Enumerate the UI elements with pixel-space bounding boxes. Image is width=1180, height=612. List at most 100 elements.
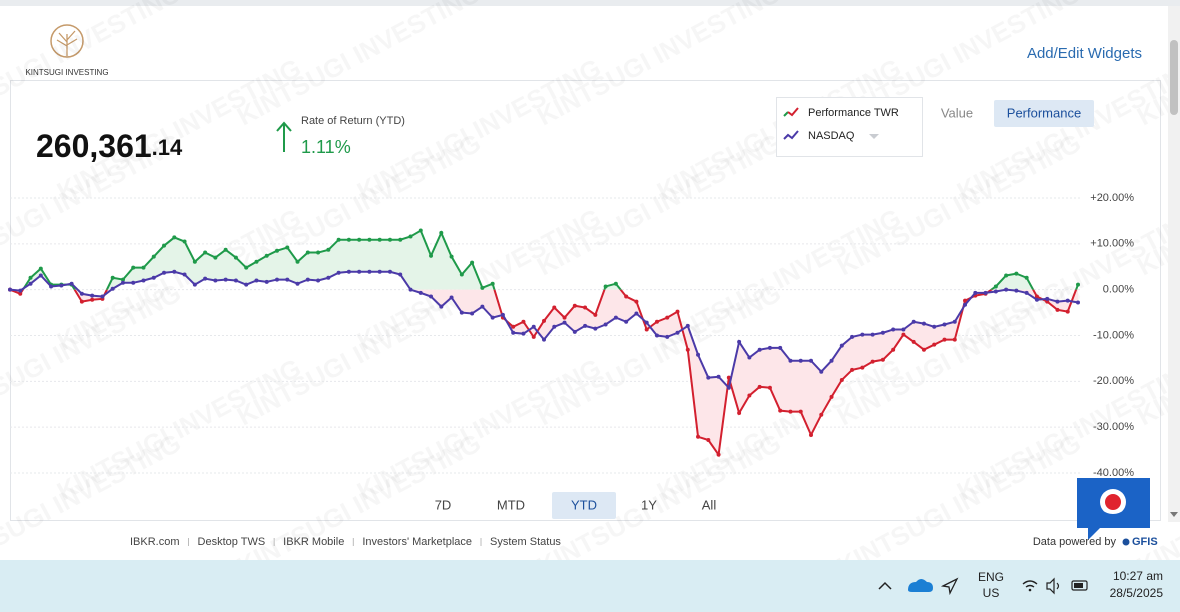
add-edit-widgets[interactable]: Add/Edit Widgets xyxy=(1027,45,1142,62)
data-point xyxy=(470,311,475,316)
data-point xyxy=(593,326,598,331)
clock-time[interactable]: 10:27 am xyxy=(1113,569,1163,583)
data-point xyxy=(79,299,84,304)
data-point xyxy=(151,254,156,259)
data-point xyxy=(809,432,813,437)
legend-dropdown[interactable] xyxy=(869,134,879,139)
footer-link[interactable]: IBKR.com xyxy=(130,536,180,548)
y-tick-label: -20.00% xyxy=(1093,375,1134,387)
period-option[interactable]: 7D xyxy=(435,497,452,512)
value-decimal: .14 xyxy=(152,135,183,160)
data-point xyxy=(305,277,310,282)
period-option[interactable]: MTD xyxy=(497,497,525,512)
data-point xyxy=(120,280,125,285)
data-point xyxy=(891,347,896,352)
toggle-option[interactable]: Value xyxy=(941,105,973,120)
chart: +20.00% +10.00% 0.00% -10.00% -20.00% -30.00%… xyxy=(8,192,1134,479)
data-point xyxy=(624,294,629,299)
period-active-bg xyxy=(552,492,616,519)
battery-icon[interactable] xyxy=(1071,580,1088,591)
data-point xyxy=(326,275,331,280)
chat-widget[interactable] xyxy=(1077,478,1150,540)
data-point xyxy=(798,409,803,414)
location-icon[interactable] xyxy=(940,577,959,596)
footer-link[interactable]: Desktop TWS xyxy=(198,536,266,548)
data-point xyxy=(367,269,372,274)
data-point xyxy=(141,278,146,283)
data-point xyxy=(654,333,659,338)
data-point xyxy=(233,255,238,260)
legend-label: Performance TWR xyxy=(808,107,899,119)
data-point xyxy=(38,266,43,271)
data-point xyxy=(59,283,64,288)
data-point xyxy=(316,250,321,255)
data-point xyxy=(624,319,629,324)
data-point xyxy=(490,281,495,286)
y-tick-label: 0.00% xyxy=(1103,284,1134,296)
data-point xyxy=(901,332,906,337)
data-point xyxy=(254,259,259,264)
legend-swatch xyxy=(783,111,789,117)
data-point xyxy=(716,374,721,379)
footer-link[interactable]: Investors' Marketplace xyxy=(362,536,472,548)
data-point xyxy=(747,355,752,360)
data-point xyxy=(110,286,115,291)
period-option[interactable]: 1Y xyxy=(641,497,657,512)
footer-link[interactable]: System Status xyxy=(490,536,561,548)
data-point xyxy=(408,287,413,292)
data-point xyxy=(192,259,197,264)
data-point xyxy=(757,347,762,352)
data-point xyxy=(100,294,105,299)
data-point xyxy=(316,278,321,283)
data-point xyxy=(203,276,208,281)
data-point xyxy=(942,322,947,327)
data-point xyxy=(737,410,742,415)
data-point xyxy=(993,289,998,294)
data-point xyxy=(603,284,608,289)
toggle-option[interactable]: Performance xyxy=(1007,105,1081,120)
data-point xyxy=(531,324,536,329)
data-point xyxy=(870,332,875,337)
data-point xyxy=(685,347,690,352)
data-point xyxy=(562,315,567,320)
data-point xyxy=(665,315,670,320)
period-option[interactable]: YTD xyxy=(571,497,597,512)
data-point xyxy=(911,339,916,344)
onedrive-icon[interactable] xyxy=(908,579,933,592)
data-point xyxy=(28,281,33,286)
data-point xyxy=(829,394,834,399)
data-point xyxy=(418,290,423,295)
data-point xyxy=(778,408,783,413)
data-point xyxy=(1004,287,1009,292)
wifi-icon[interactable] xyxy=(1022,580,1038,588)
clock-date[interactable]: 28/5/2025 xyxy=(1110,586,1164,600)
footer-link[interactable]: IBKR Mobile xyxy=(283,536,344,548)
data-point xyxy=(706,375,711,380)
volume-icon[interactable] xyxy=(1046,577,1060,595)
logo xyxy=(50,24,84,58)
data-point xyxy=(408,234,413,239)
data-point xyxy=(963,298,968,303)
data-point xyxy=(459,310,464,315)
data-point xyxy=(942,337,947,342)
data-point xyxy=(644,320,649,325)
lang-secondary[interactable]: US xyxy=(983,586,1000,600)
data-point xyxy=(357,237,362,242)
data-point xyxy=(675,330,680,335)
data-point xyxy=(131,265,136,270)
period-option[interactable]: All xyxy=(702,497,717,512)
data-point xyxy=(921,347,926,352)
data-point xyxy=(511,330,516,335)
data-point xyxy=(860,332,865,337)
lang-primary[interactable]: ENG xyxy=(978,570,1004,584)
scrollbar-thumb[interactable] xyxy=(1170,40,1178,115)
data-point xyxy=(120,277,125,282)
data-point xyxy=(470,260,475,265)
y-tick-label: -40.00% xyxy=(1093,467,1134,479)
data-point xyxy=(1034,294,1039,299)
data-point xyxy=(28,275,33,280)
legend: Performance TWR NASDAQ xyxy=(783,107,899,142)
data-point xyxy=(819,412,824,417)
scroll-down[interactable] xyxy=(1170,512,1178,517)
tray-expand[interactable] xyxy=(878,581,892,590)
